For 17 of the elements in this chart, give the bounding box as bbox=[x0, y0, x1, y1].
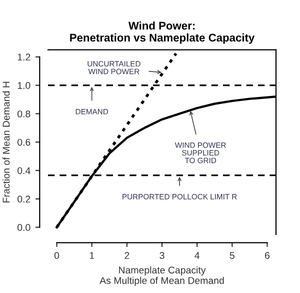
y-axis-title: Fraction of Mean Demand H bbox=[2, 82, 10, 202]
y-tick-label: 0.2 bbox=[18, 196, 30, 203]
x-tick-label: 0 bbox=[54, 252, 60, 259]
x-tick-label: 5 bbox=[230, 252, 234, 259]
y-tick-label: 1.2 bbox=[18, 54, 30, 60]
x-tick-label: 2 bbox=[124, 252, 130, 259]
x-tick-label: 3 bbox=[160, 252, 164, 259]
y-tick-label: 0.8 bbox=[18, 110, 30, 118]
x-tick-label: 6 bbox=[265, 252, 270, 259]
y-tick-label: 0.4 bbox=[18, 167, 30, 174]
y-tick-label: 1.0 bbox=[18, 82, 30, 89]
chart-title: Wind Power: Penetration vs Nameplate Capacity bbox=[70, 21, 255, 44]
y-tick-label: 0.0 bbox=[18, 224, 30, 231]
x-tick-label: 4 bbox=[194, 252, 200, 259]
x-tick-label: 1 bbox=[90, 252, 94, 259]
y-tick-label: 0.6 bbox=[18, 138, 30, 146]
x-axis-title: Nameplate Capacity As Multiple of Mean Demand bbox=[100, 266, 224, 286]
